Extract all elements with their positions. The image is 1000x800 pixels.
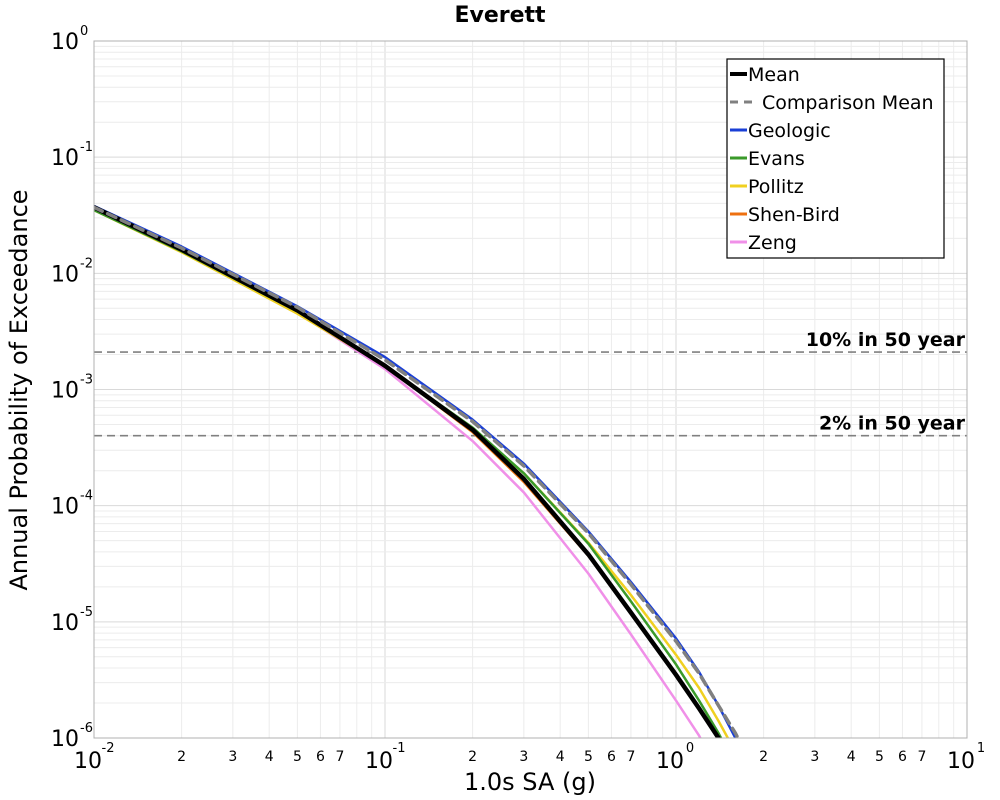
y-tick-label: 10 — [51, 379, 79, 404]
y-tick-exponent: -2 — [80, 256, 93, 271]
y-tick-label: 10 — [51, 727, 79, 752]
y-tick-exponent: -5 — [80, 605, 93, 620]
x-minor-tick-label: 2 — [177, 749, 186, 765]
x-tick-exponent: 0 — [686, 741, 694, 756]
grid — [93, 41, 967, 739]
x-minor-tick-label: 6 — [607, 749, 616, 765]
legend-label: Pollitz — [748, 176, 804, 198]
x-minor-tick-label: 3 — [519, 749, 528, 765]
series-group — [94, 204, 740, 738]
y-tick-exponent: -4 — [80, 489, 93, 504]
reference-lines: 10% in 50 year 2% in 50 year — [94, 329, 967, 437]
x-minor-tick-label: 2 — [468, 749, 477, 765]
legend-box — [726, 58, 945, 259]
x-axis-label: 1.0s SA (g) — [464, 768, 596, 796]
legend-label: Evans — [748, 148, 805, 170]
legend-label: Geologic — [748, 120, 831, 142]
x-tick-exponent: -2 — [102, 741, 115, 756]
plot-frame — [93, 40, 968, 739]
y-tick-exponent: -6 — [80, 721, 93, 736]
x-minor-tick-label: 5 — [584, 749, 593, 765]
x-minor-tick-label: 4 — [265, 749, 274, 765]
legend: Mean Comparison Mean Geologic Evans Pollitz S… — [726, 58, 945, 259]
y-tick-exponent: -1 — [80, 140, 93, 155]
x-minor-tick-label: 7 — [917, 749, 926, 765]
x-minor-tick-label: 4 — [847, 749, 856, 765]
legend-label: Shen-Bird — [748, 204, 840, 226]
legend-label: Comparison Mean — [762, 92, 934, 114]
y-tick-exponent: 0 — [80, 24, 88, 39]
legend-label: Zeng — [748, 232, 797, 254]
x-tick-label: 10 — [365, 749, 393, 774]
y-tick-exponent: -3 — [80, 373, 93, 388]
series-line-mean — [94, 205, 722, 738]
x-minor-tick-label: 4 — [556, 749, 565, 765]
x-minor-tick-label: 2 — [759, 749, 768, 765]
legend-label: Mean — [748, 64, 800, 86]
chart-title: Everett — [454, 3, 546, 28]
x-minor-tick-label: 7 — [335, 749, 344, 765]
x-tick-label: 10 — [947, 749, 975, 774]
series-lines — [94, 204, 740, 738]
y-tick-label: 10 — [51, 611, 79, 636]
y-axis-label: Annual Probability of Exceedance — [5, 189, 33, 590]
y-tick-label: 10 — [51, 262, 79, 287]
reference-line-label: 10% in 50 year — [806, 329, 966, 351]
x-minor-tick-label: 7 — [626, 749, 635, 765]
x-minor-tick-label: 6 — [316, 749, 325, 765]
y-tick-label: 10 — [51, 146, 79, 171]
x-tick-label: 10 — [74, 749, 102, 774]
series-line-comparison-mean — [94, 205, 740, 738]
reference-line-label: 2% in 50 year — [819, 413, 966, 435]
x-minor-tick-label: 6 — [898, 749, 907, 765]
x-minor-tick-label: 3 — [810, 749, 819, 765]
x-tick-label: 10 — [656, 749, 684, 774]
y-tick-label: 10 — [51, 495, 79, 520]
x-minor-tick-label: 5 — [293, 749, 302, 765]
x-minor-tick-label: 3 — [228, 749, 237, 765]
x-tick-exponent: 1 — [977, 741, 985, 756]
y-tick-label: 10 — [51, 30, 79, 55]
x-tick-exponent: -1 — [393, 741, 406, 756]
x-minor-tick-label: 5 — [875, 749, 884, 765]
